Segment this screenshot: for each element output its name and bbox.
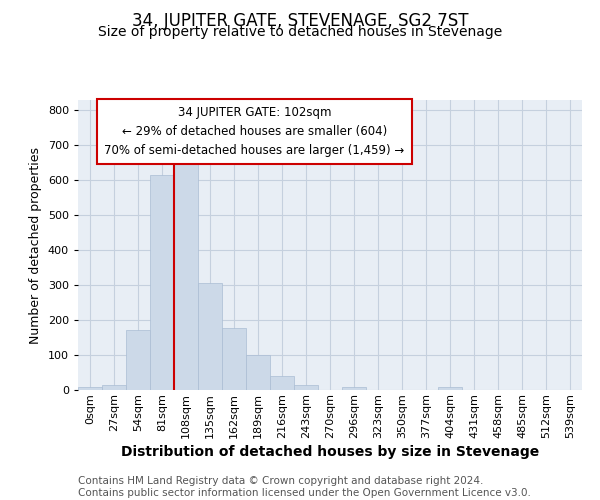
Text: 34 JUPITER GATE: 102sqm
← 29% of detached houses are smaller (604)
70% of semi-d: 34 JUPITER GATE: 102sqm ← 29% of detache… <box>104 106 404 157</box>
Bar <box>246 355 270 390</box>
Bar <box>150 176 174 390</box>
Bar <box>294 385 318 390</box>
Text: Contains HM Land Registry data © Crown copyright and database right 2024.
Contai: Contains HM Land Registry data © Crown c… <box>78 476 531 498</box>
Bar <box>126 330 150 390</box>
Y-axis label: Number of detached properties: Number of detached properties <box>29 146 42 344</box>
Bar <box>438 387 462 390</box>
Bar <box>102 385 126 390</box>
Bar <box>198 284 222 390</box>
X-axis label: Distribution of detached houses by size in Stevenage: Distribution of detached houses by size … <box>121 444 539 458</box>
Bar <box>342 386 366 390</box>
Bar <box>222 328 246 390</box>
Bar <box>270 376 294 390</box>
Text: Size of property relative to detached houses in Stevenage: Size of property relative to detached ho… <box>98 25 502 39</box>
Bar <box>78 387 102 390</box>
Bar <box>174 162 198 390</box>
Text: 34, JUPITER GATE, STEVENAGE, SG2 7ST: 34, JUPITER GATE, STEVENAGE, SG2 7ST <box>132 12 468 30</box>
